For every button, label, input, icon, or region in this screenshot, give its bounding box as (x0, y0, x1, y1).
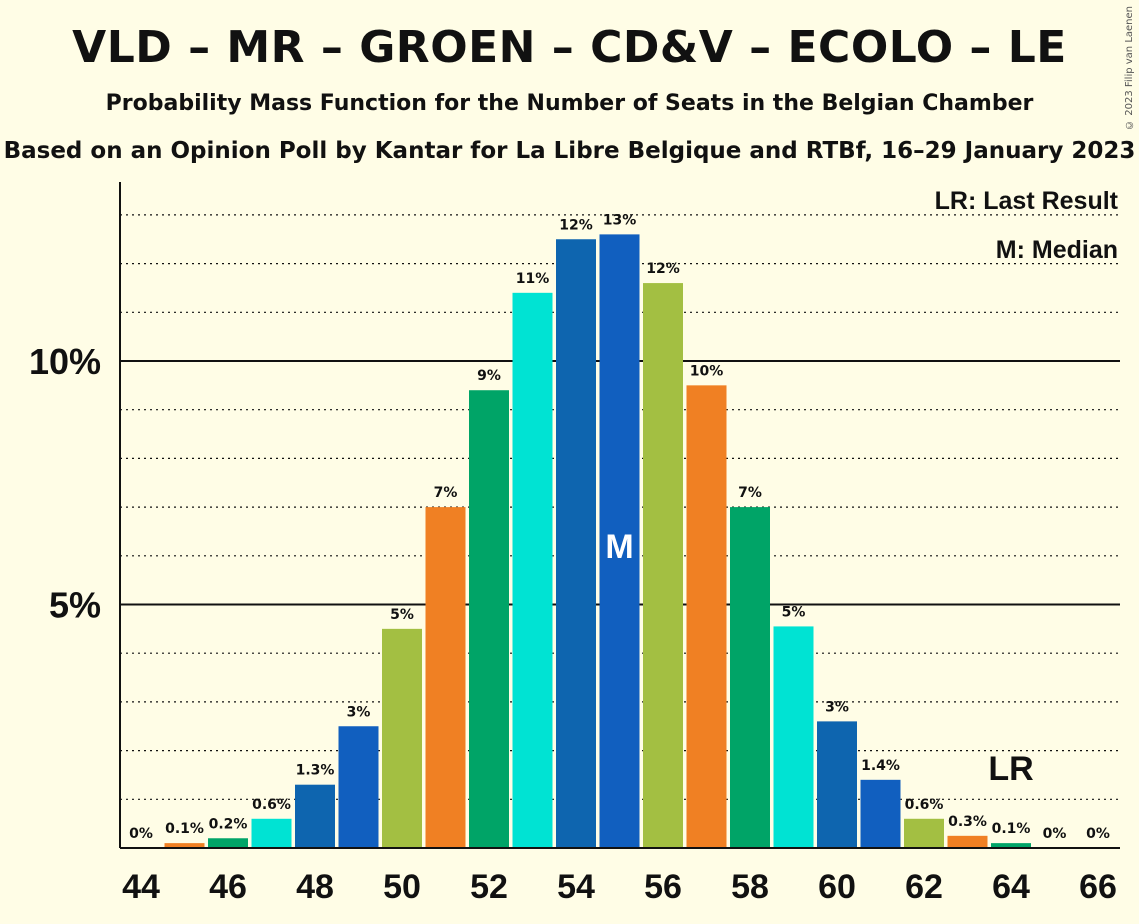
data-label-seat-46: 0.2% (209, 816, 248, 832)
x-tick-label: 62 (905, 868, 943, 906)
data-label-seat-49: 3% (347, 704, 371, 720)
x-tick-label: 52 (470, 868, 508, 906)
bar-seat-60 (817, 721, 857, 848)
bar-seat-59 (773, 626, 814, 848)
bar-seat-48 (295, 784, 335, 848)
data-label-seat-52: 9% (477, 368, 501, 384)
legend-median: M: Median (996, 236, 1118, 264)
x-tick-label: 56 (644, 868, 682, 906)
data-label-seat-51: 7% (434, 485, 458, 501)
bar-seat-45 (164, 843, 205, 848)
chart-source-line: Based on an Opinion Poll by Kantar for L… (3, 138, 1136, 164)
data-label-seat-56: 12% (646, 261, 680, 277)
data-label-seat-55: 13% (603, 212, 637, 228)
data-label-seat-54: 12% (559, 217, 593, 233)
bars (164, 234, 1031, 849)
bar-seat-63 (947, 835, 988, 848)
bar-seat-61 (860, 779, 901, 848)
last-result-marker: LR (988, 750, 1033, 788)
x-tick-label: 48 (296, 868, 334, 906)
bar-seat-51 (425, 507, 466, 848)
data-label-seat-60: 3% (825, 699, 849, 715)
bar-seat-52 (469, 390, 509, 848)
data-label-seat-66: 0% (1086, 826, 1110, 842)
bar-seat-56 (643, 283, 683, 849)
bar-seat-58 (730, 507, 770, 848)
data-label-seat-64: 0.1% (992, 821, 1031, 837)
x-tick-label: 58 (731, 868, 769, 906)
bar-seat-54 (556, 239, 596, 848)
data-label-seat-62: 0.6% (905, 797, 944, 813)
data-label-seat-58: 7% (738, 485, 762, 501)
chart-title: VLD – MR – GROEN – CD&V – ECOLO – LE (72, 22, 1067, 73)
data-label-seat-50: 5% (390, 607, 414, 623)
bar-seat-55 (599, 234, 640, 848)
data-label-seat-57: 10% (690, 363, 724, 379)
x-tick-label: 66 (1079, 868, 1117, 906)
data-label-seat-44: 0% (129, 826, 153, 842)
x-tick-label: 46 (209, 868, 247, 906)
bar-seat-64 (991, 843, 1031, 848)
bar-seat-62 (904, 818, 944, 848)
x-tick-label: 54 (557, 868, 595, 906)
axes: 5% 10% 44 46 48 50 52 54 56 58 60 62 64 66 (29, 182, 1120, 906)
data-label-seat-48: 1.3% (296, 763, 335, 779)
data-label-seat-61: 1.4% (861, 758, 900, 774)
bar-seat-49 (338, 726, 379, 848)
data-label-seat-59: 5% (782, 604, 806, 620)
x-tick-label: 44 (122, 868, 160, 906)
bar-seat-46 (208, 838, 248, 848)
data-label-seat-65: 0% (1043, 826, 1067, 842)
data-label-seat-47: 0.6% (252, 797, 291, 813)
y-tick-label: 5% (49, 585, 101, 626)
data-label-seat-45: 0.1% (165, 821, 204, 837)
chart-subtitle: Probability Mass Function for the Number… (105, 91, 1034, 116)
data-labels: 0% 0.1% 0.2%0.6%1.3%3%5%7%9%11%12% 13%12%10… (129, 212, 1110, 842)
bar-seat-53 (512, 292, 553, 848)
bar-seat-50 (382, 628, 422, 848)
x-tick-label: 60 (818, 868, 856, 906)
median-marker: M (605, 528, 633, 566)
data-label-seat-53: 11% (516, 271, 550, 287)
bar-seat-47 (251, 818, 292, 848)
x-tick-label: 64 (992, 868, 1030, 906)
data-label-seat-63: 0.3% (948, 814, 987, 830)
bar-seat-57 (686, 385, 727, 848)
y-tick-label: 10% (29, 341, 101, 382)
x-tick-label: 50 (383, 868, 421, 906)
legend-last-result: LR: Last Result (935, 187, 1119, 215)
